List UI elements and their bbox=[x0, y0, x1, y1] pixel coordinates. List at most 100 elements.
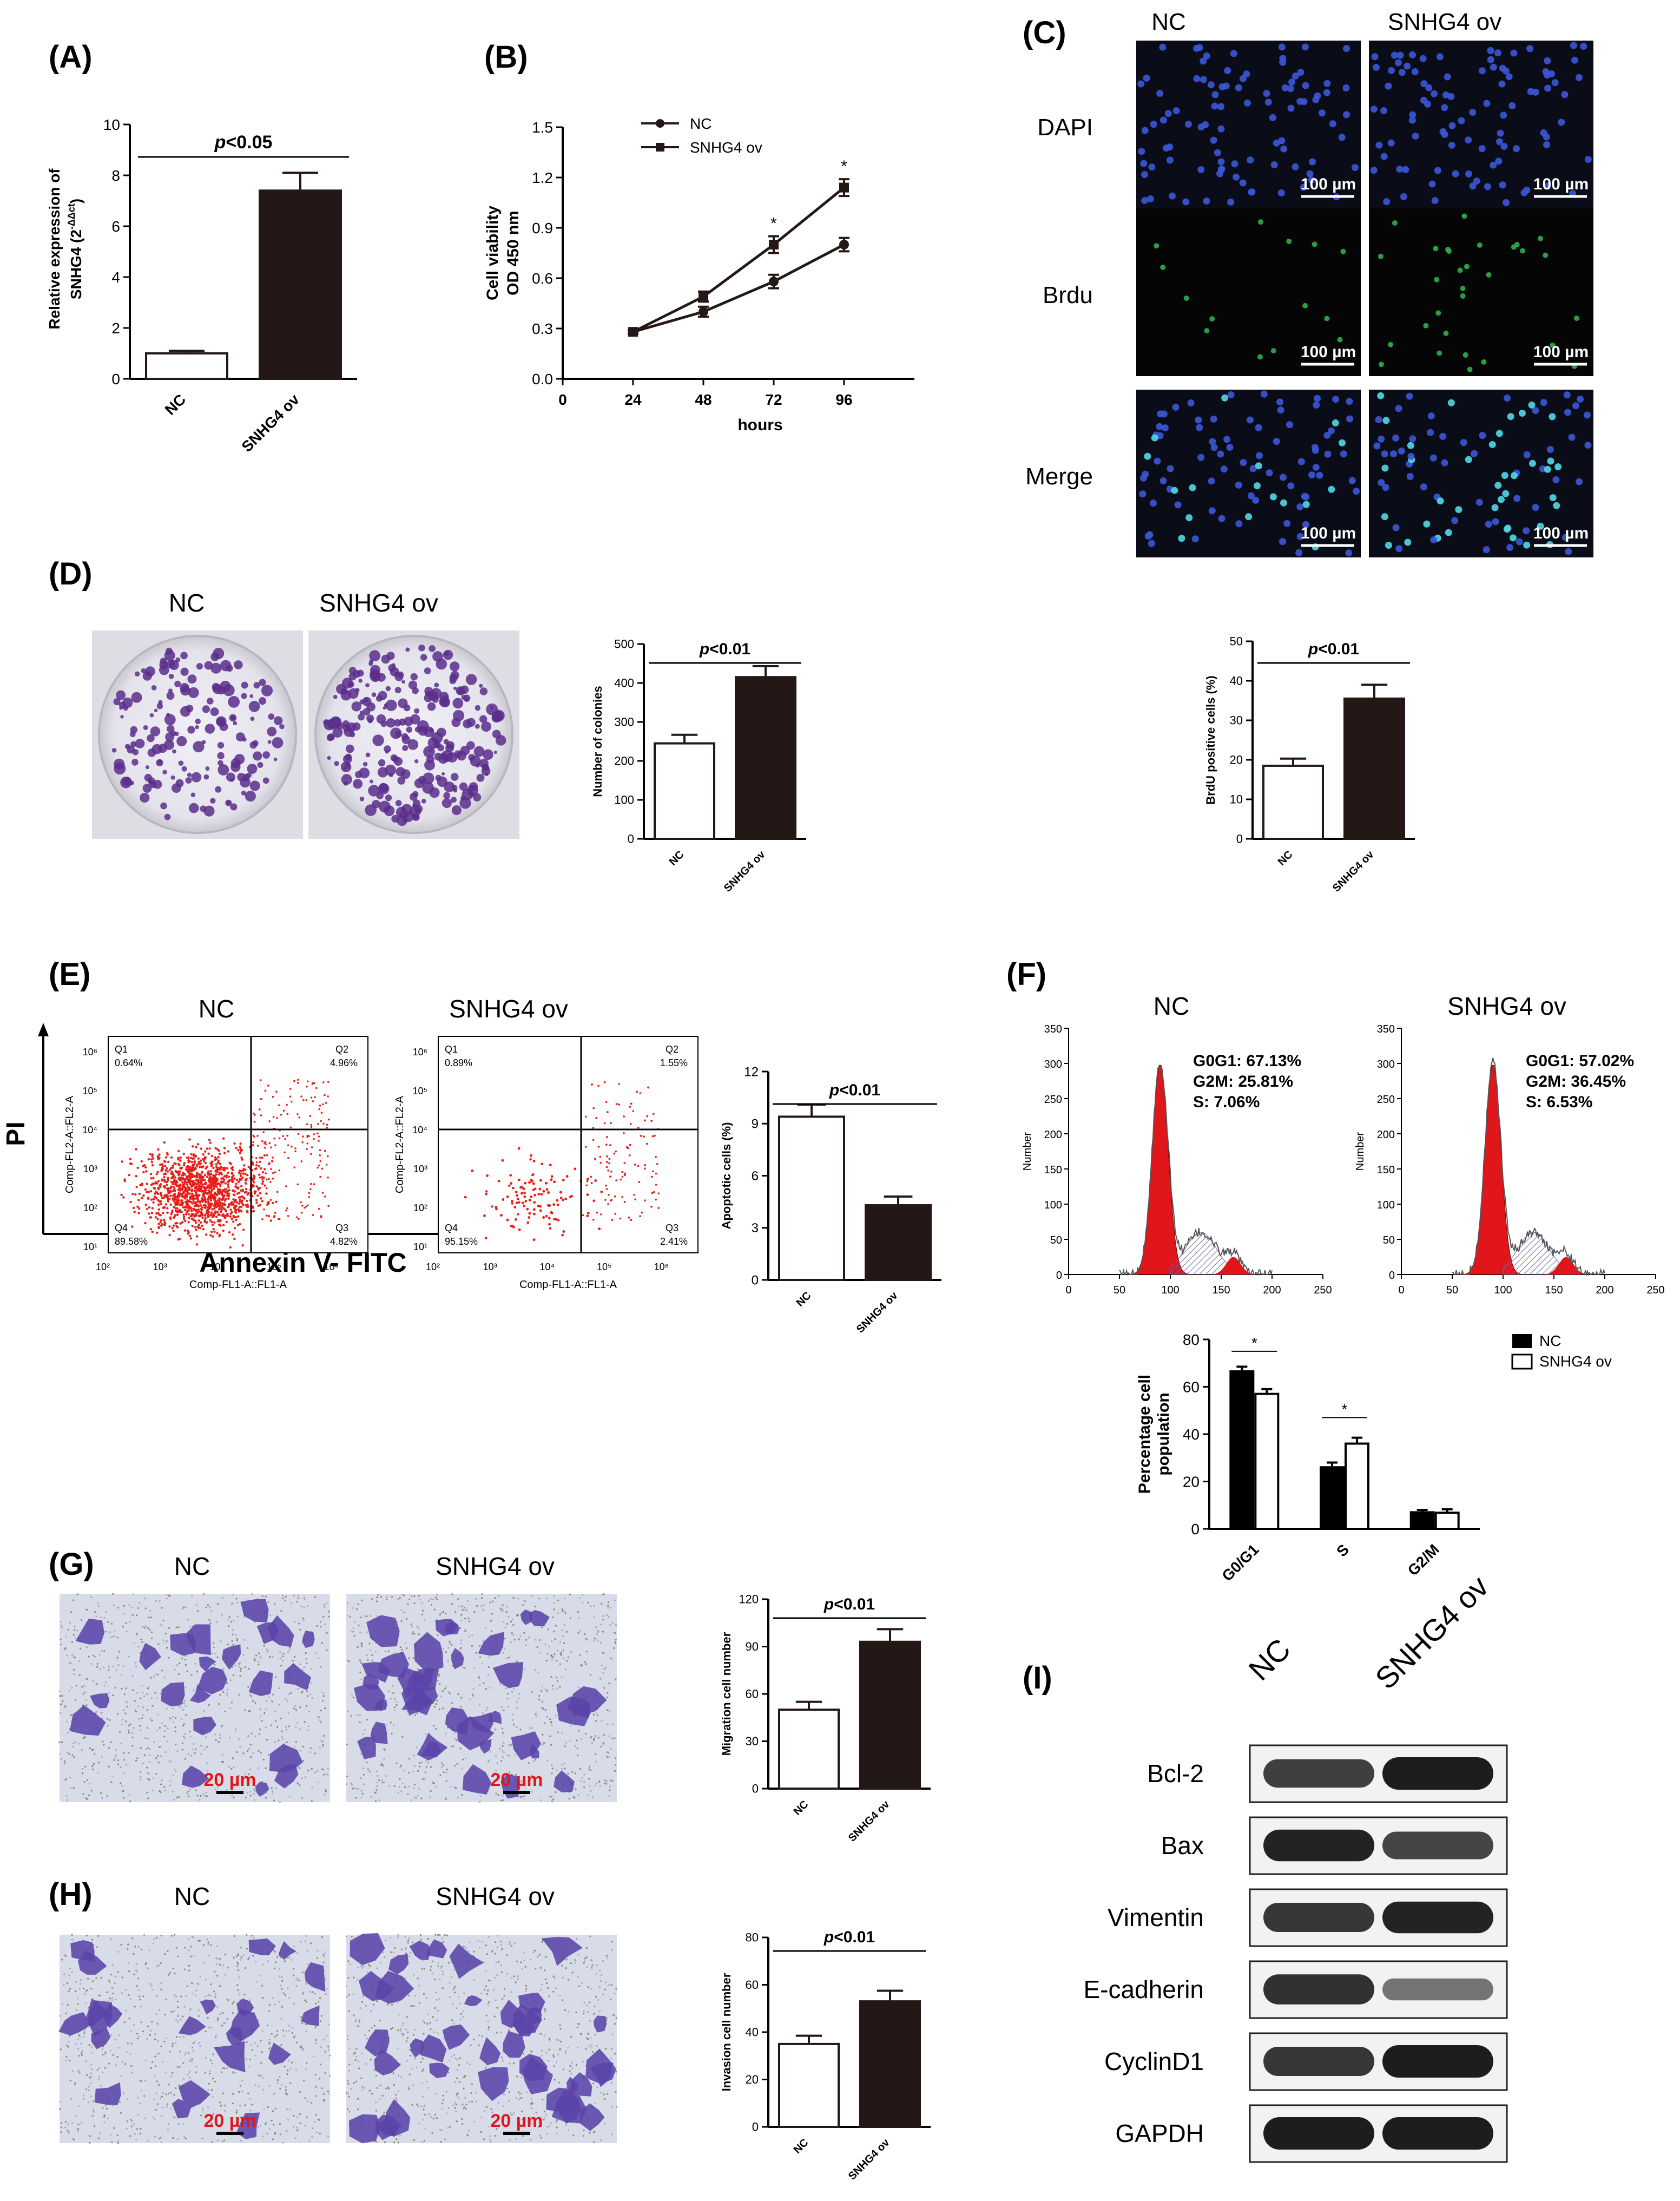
event-dot bbox=[324, 1149, 326, 1152]
pore-dot bbox=[160, 1755, 162, 1757]
y-tick-label: 40 bbox=[1183, 1426, 1200, 1443]
flow-y-tick-label: 10¹ bbox=[413, 1241, 427, 1252]
x-category-label: SNHG4 ov bbox=[238, 391, 302, 455]
cell-dot bbox=[1255, 424, 1262, 431]
event-dot bbox=[150, 1161, 154, 1164]
cell-dot bbox=[1429, 454, 1437, 462]
event-dot bbox=[183, 1229, 187, 1232]
cell-dot bbox=[1584, 156, 1592, 163]
event-dot bbox=[259, 1177, 261, 1179]
event-dot bbox=[297, 1183, 299, 1186]
event-dot bbox=[238, 1171, 241, 1174]
colony bbox=[274, 716, 283, 725]
quadrant-value-q4: 95.15% bbox=[445, 1236, 478, 1247]
pore-dot bbox=[131, 1614, 134, 1617]
event-dot bbox=[166, 1184, 168, 1186]
event-dot bbox=[181, 1195, 185, 1198]
colony bbox=[385, 794, 392, 801]
y-tick-label: 90 bbox=[746, 1640, 759, 1653]
cell-dot bbox=[1460, 286, 1466, 292]
pore-dot bbox=[247, 1686, 249, 1688]
pore-dot bbox=[136, 1757, 139, 1759]
event-dot bbox=[223, 1207, 226, 1210]
cell-dot bbox=[1532, 88, 1539, 96]
cell-dot bbox=[1264, 98, 1272, 106]
pore-dot bbox=[169, 1784, 172, 1786]
event-dot bbox=[654, 1134, 656, 1137]
cell-dot bbox=[1500, 142, 1508, 150]
pore-dot bbox=[236, 1639, 238, 1641]
event-dot bbox=[218, 1172, 221, 1174]
event-dot bbox=[289, 1126, 292, 1129]
y-axis-label: Number of colonies bbox=[591, 686, 604, 797]
cell-dot bbox=[1404, 62, 1411, 70]
event-dot bbox=[143, 1164, 146, 1167]
cell-dot bbox=[1485, 521, 1492, 528]
event-dot bbox=[193, 1160, 196, 1163]
event-dot bbox=[190, 1210, 193, 1212]
cell-dot bbox=[1523, 527, 1530, 535]
event-dot bbox=[655, 1155, 657, 1158]
event-dot bbox=[152, 1198, 155, 1200]
pore-dot bbox=[162, 1639, 164, 1641]
cell-dot bbox=[1292, 73, 1299, 80]
cell-dot bbox=[1193, 75, 1201, 82]
pore-dot bbox=[259, 1708, 262, 1711]
pore-dot bbox=[85, 1699, 88, 1701]
cell-dot bbox=[1447, 93, 1455, 100]
cell-dot bbox=[1202, 121, 1209, 129]
event-dot bbox=[610, 1199, 612, 1202]
colony bbox=[393, 757, 403, 766]
flow-y-tick-label: 10⁶ bbox=[413, 1047, 427, 1057]
cell-dot bbox=[1487, 47, 1494, 54]
pore-dot bbox=[318, 1716, 320, 1718]
event-dot bbox=[548, 1223, 551, 1226]
event-dot bbox=[187, 1166, 190, 1169]
colony bbox=[466, 718, 476, 727]
pore-dot bbox=[96, 1684, 98, 1686]
pore-dot bbox=[319, 1746, 321, 1749]
event-dot bbox=[255, 1164, 258, 1167]
colony bbox=[385, 699, 397, 711]
event-dot bbox=[256, 1145, 259, 1147]
y-tick-label: 10 bbox=[1230, 793, 1243, 806]
cell-dot bbox=[1383, 198, 1391, 206]
event-dot bbox=[252, 1174, 255, 1177]
bar-snhg4-ov bbox=[1343, 697, 1405, 840]
pore-dot bbox=[131, 1745, 134, 1747]
event-dot bbox=[202, 1158, 205, 1161]
event-dot bbox=[275, 1200, 278, 1203]
cell-dot bbox=[1184, 120, 1192, 128]
colony bbox=[472, 793, 482, 801]
pore-dot bbox=[142, 1691, 144, 1693]
pore-dot bbox=[232, 1629, 234, 1631]
colony bbox=[131, 692, 142, 703]
pore-dot bbox=[97, 1772, 100, 1774]
pore-dot bbox=[122, 1709, 125, 1711]
pore-dot bbox=[139, 1601, 141, 1604]
cell-dot bbox=[1370, 166, 1378, 174]
pore-dot bbox=[89, 1783, 91, 1785]
pore-dot bbox=[325, 1789, 327, 1791]
colony bbox=[120, 715, 124, 719]
pore-dot bbox=[278, 1687, 280, 1690]
event-dot bbox=[160, 1224, 163, 1227]
event-dot bbox=[655, 1198, 657, 1201]
colony bbox=[475, 705, 481, 711]
event-dot bbox=[154, 1192, 156, 1195]
pore-dot bbox=[166, 1707, 168, 1710]
event-dot bbox=[267, 1163, 270, 1166]
event-dot bbox=[207, 1198, 209, 1201]
event-dot bbox=[212, 1166, 215, 1170]
p-symbol: p bbox=[829, 1081, 839, 1099]
event-dot bbox=[222, 1230, 225, 1232]
event-dot bbox=[265, 1172, 267, 1174]
event-dot bbox=[630, 1123, 632, 1125]
event-dot bbox=[550, 1211, 552, 1214]
colony bbox=[412, 791, 419, 798]
event-dot bbox=[326, 1155, 329, 1158]
event-dot bbox=[179, 1167, 182, 1170]
